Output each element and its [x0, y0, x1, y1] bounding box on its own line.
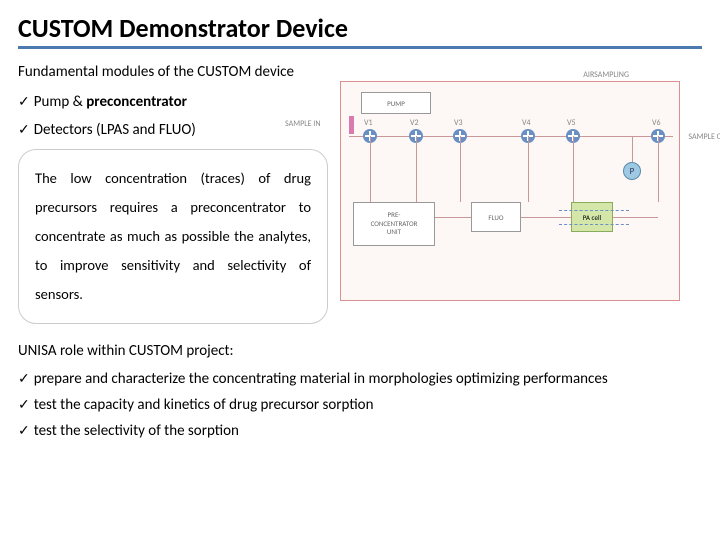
pump-box: PUMP [361, 92, 431, 114]
drop-line [370, 136, 371, 202]
pacell-box: PA cell [571, 202, 613, 232]
laser-line [559, 210, 629, 211]
role-item: ✓ test the selectivity of the sorption [18, 422, 702, 440]
modules-subtitle: Fundamental modules of the CUSTOM device [18, 63, 328, 81]
role-text: test the selectivity of the sorption [34, 422, 239, 440]
module-label: Pump & preconcentrator [34, 93, 187, 111]
content-row: Fundamental modules of the CUSTOM device… [18, 63, 702, 324]
main-line [349, 136, 673, 137]
role-item: ✓ prepare and characterize the concentra… [18, 370, 702, 388]
page-title: CUSTOM Demonstrator Device [18, 12, 702, 49]
fluo-box: FLUO [471, 202, 521, 232]
drop-line [416, 136, 417, 202]
role-text: prepare and characterize the concentrati… [34, 370, 608, 388]
pump-line [632, 136, 633, 162]
system-diagram: AIRSAMPLING PUMP V1 V2 V3 V4 V5 V6 P [340, 81, 680, 301]
connector [435, 217, 471, 218]
drop-line [573, 136, 574, 202]
preconcentrator-box: PRE- CONCENTRATOR UNIT [353, 202, 435, 246]
sample-in-label: SAMPLE IN [285, 119, 320, 129]
left-column: Fundamental modules of the CUSTOM device… [18, 63, 328, 324]
module-item: ✓ Pump & preconcentrator [18, 93, 328, 111]
valve-label: V2 [410, 118, 419, 128]
check-icon: ✓ [18, 370, 30, 388]
check-icon: ✓ [18, 121, 30, 138]
inlet-marker [349, 116, 354, 134]
drop-line [460, 136, 461, 202]
right-column: SAMPLE IN AIRSAMPLING PUMP V1 V2 V3 V4 V… [340, 63, 702, 324]
module-item: ✓ Detectors (LPAS and FLUO) [18, 121, 328, 139]
role-text: test the capacity and kinetics of drug p… [34, 396, 374, 414]
valve-label: V6 [652, 118, 661, 128]
valve-label: V1 [364, 118, 373, 128]
valve-label: V5 [567, 118, 576, 128]
pump-icon: P [623, 162, 641, 180]
connector [521, 217, 571, 218]
check-icon: ✓ [18, 93, 30, 110]
check-icon: ✓ [18, 396, 30, 414]
connector [613, 217, 658, 218]
drop-line [528, 136, 529, 202]
airsampling-label: AIRSAMPLING [583, 70, 629, 80]
role-title: UNISA role within CUSTOM project: [18, 342, 702, 360]
module-label: Detectors (LPAS and FLUO) [34, 121, 196, 139]
sample-out-label: SAMPLE OUT [688, 132, 720, 142]
description-box: The low concentration (traces) of drug p… [18, 149, 328, 324]
role-item: ✓ test the capacity and kinetics of drug… [18, 396, 702, 414]
laser-line [559, 224, 629, 225]
check-icon: ✓ [18, 422, 30, 440]
valve-label: V3 [454, 118, 463, 128]
valve-label: V4 [522, 118, 531, 128]
drop-line [658, 136, 659, 202]
